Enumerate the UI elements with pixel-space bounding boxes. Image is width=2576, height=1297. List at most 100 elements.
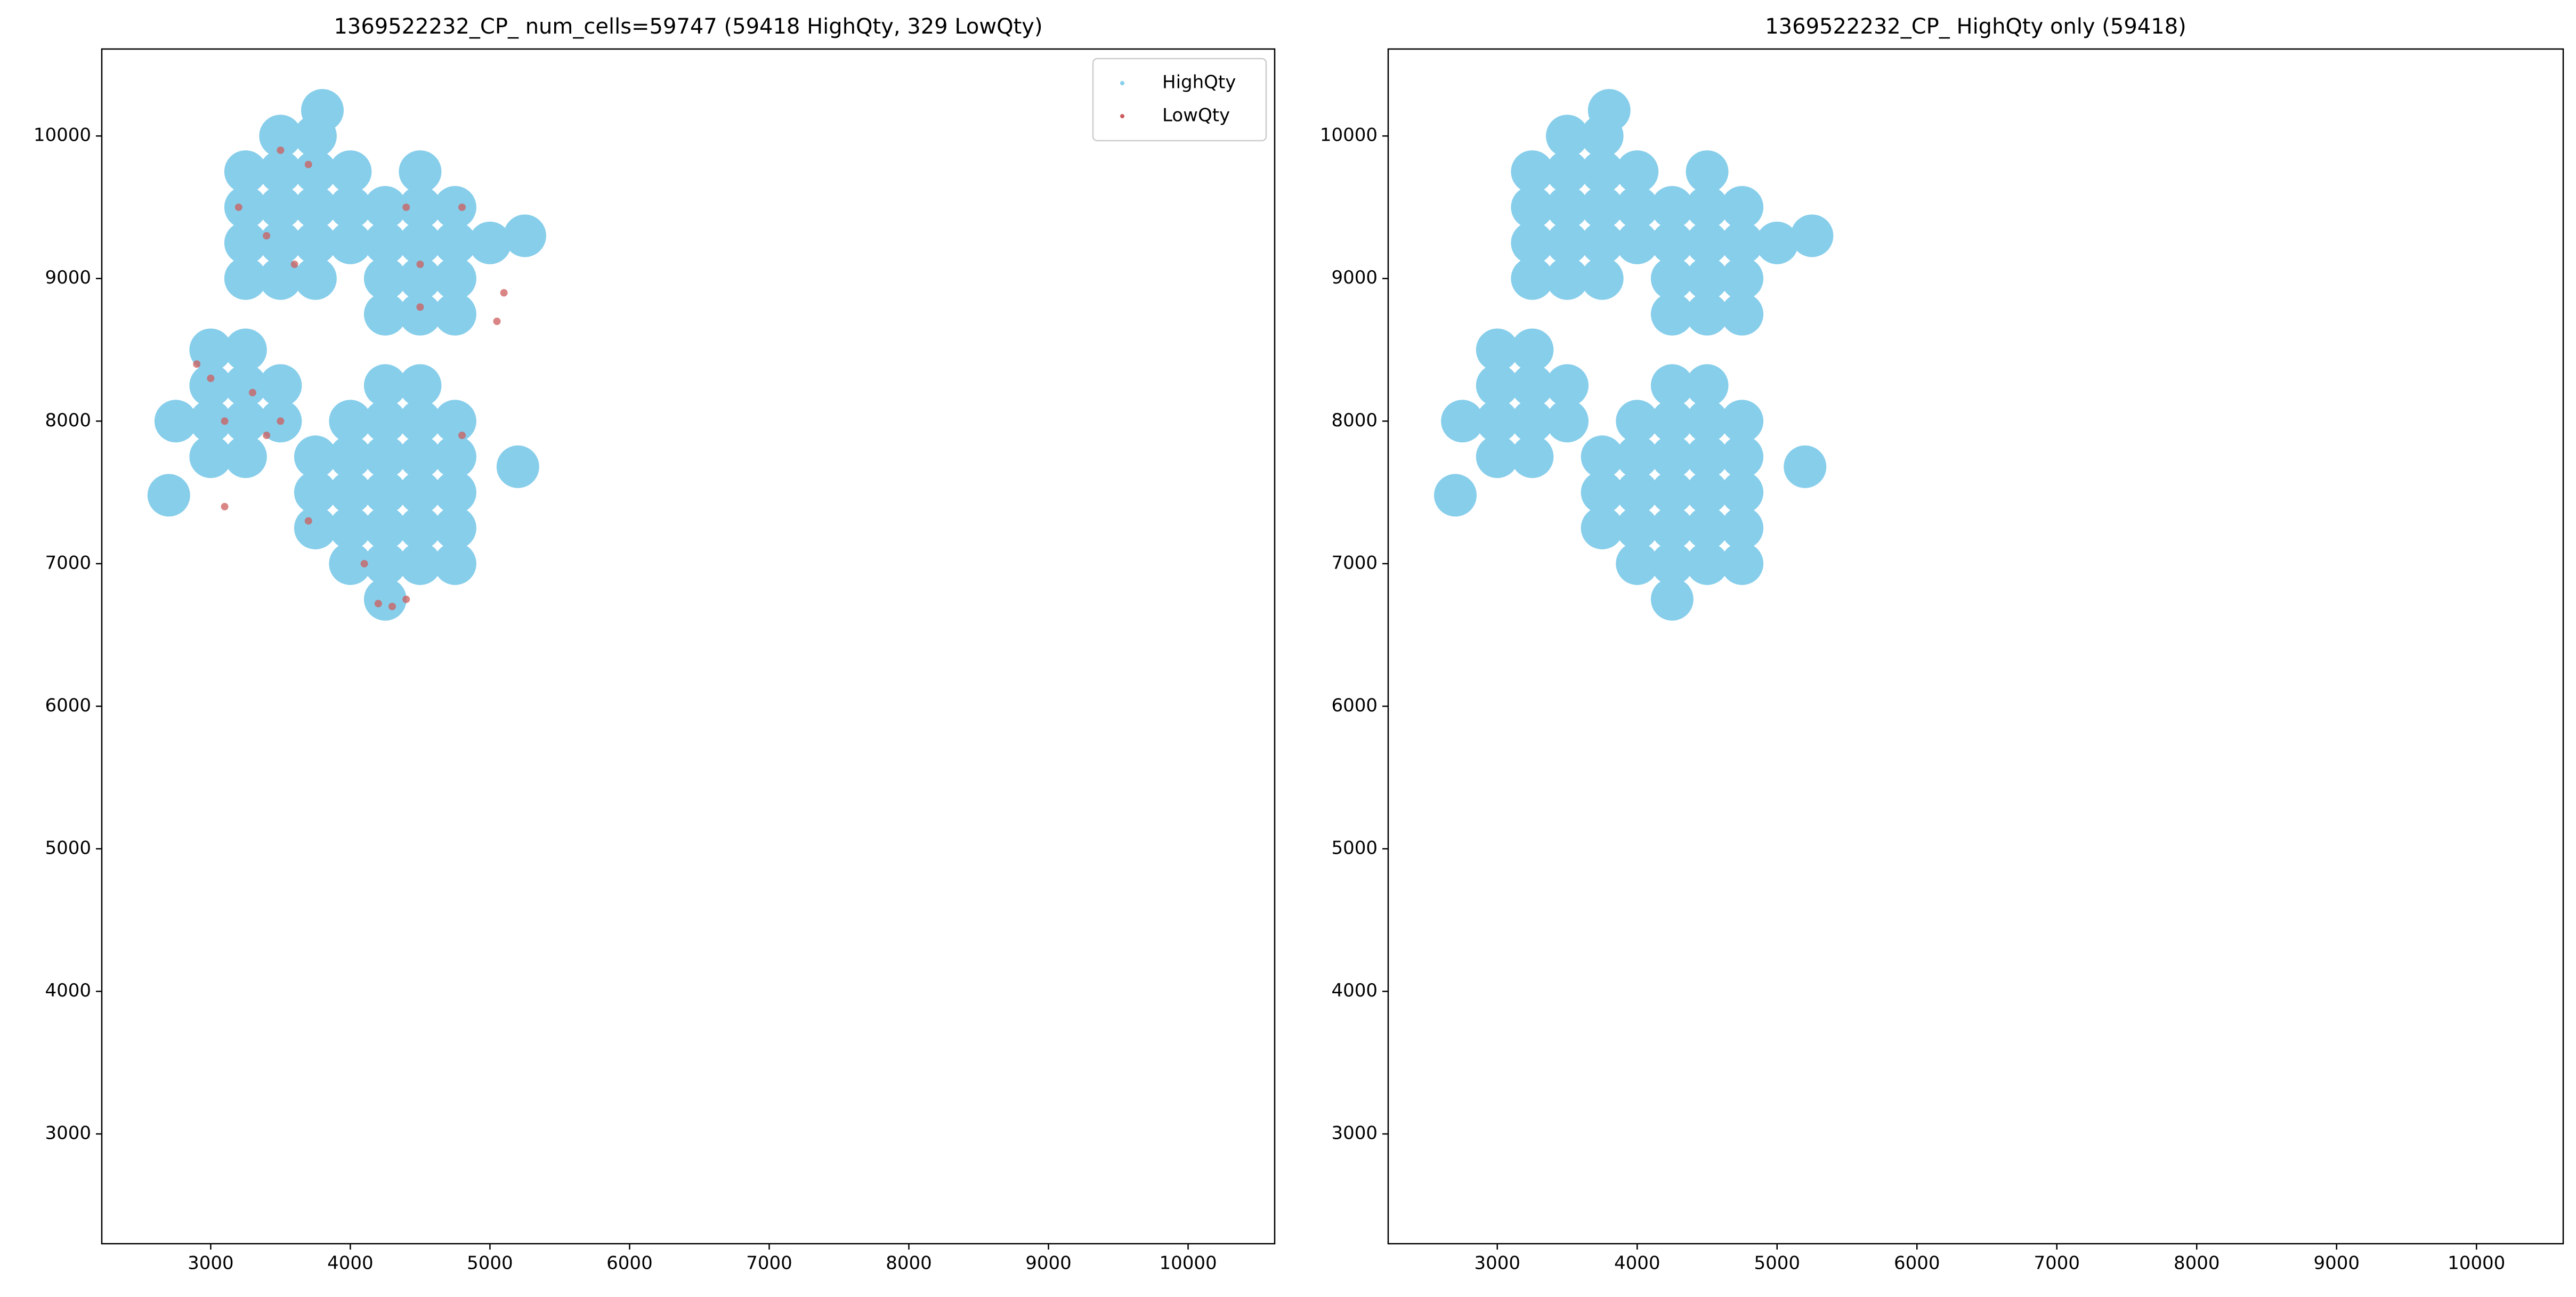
y-tick-label: 5000 [45,837,91,858]
point [259,257,302,300]
point [399,293,442,336]
axes-frame [1387,48,2564,1245]
legend-label: HighQty [1162,72,1236,93]
point [259,185,302,229]
point [458,432,466,440]
point [1721,185,1764,229]
point [1581,435,1624,479]
point [468,221,512,264]
point [1721,221,1764,264]
point [433,542,476,585]
point [1476,364,1519,407]
point [363,542,407,585]
point [363,221,407,264]
y-tick-label: 10000 [1320,125,1378,146]
point [1434,474,1477,517]
point [1721,293,1764,336]
point [1791,214,1834,257]
y-tick-label: 6000 [1331,695,1378,716]
point [1587,89,1631,132]
legend-marker [1120,114,1124,118]
point [1546,221,1589,264]
point [399,471,442,514]
point [363,578,407,621]
point [1650,257,1694,300]
point [433,221,476,264]
y-tick-label: 4000 [1331,980,1378,1001]
point [1441,400,1484,443]
point [433,471,476,514]
point [189,328,232,371]
point [263,232,271,240]
point [329,221,372,264]
point [221,417,229,425]
point [1616,542,1659,585]
point [399,364,442,407]
point [294,435,337,479]
point [1511,185,1554,229]
point [363,185,407,229]
x-tick-label: 5000 [467,1253,513,1274]
point [1650,364,1694,407]
point [1686,506,1729,549]
x-tick-label: 4000 [327,1253,374,1274]
point [416,260,424,268]
y-tick-label: 4000 [45,980,91,1001]
legend-marker [1120,81,1124,85]
point [399,400,442,443]
point [224,221,267,264]
point [363,435,407,479]
point [374,599,382,607]
point [221,502,229,510]
point [1784,445,1827,488]
point [1511,257,1554,300]
point [1721,400,1764,443]
point [493,318,501,326]
point [294,221,337,264]
point [294,471,337,514]
point [294,257,337,300]
point [458,203,466,211]
point [1511,328,1554,371]
point [363,364,407,407]
y-tick-label: 8000 [45,410,91,431]
point [248,388,256,396]
point [1511,400,1554,443]
point [224,257,267,300]
point [363,293,407,336]
point [1616,506,1659,549]
point [1546,364,1589,407]
point [207,375,215,383]
point [329,542,372,585]
point [1721,471,1764,514]
point [1581,506,1624,549]
point [259,115,302,158]
point [416,303,424,311]
x-tick-label: 6000 [606,1253,653,1274]
point [399,257,442,300]
point [189,364,232,407]
point [189,400,232,443]
y-tick-label: 7000 [1331,552,1378,573]
point [1686,221,1729,264]
point [1686,435,1729,479]
x-tick-label: 7000 [2034,1253,2080,1274]
y-tick-label: 9000 [45,267,91,288]
point [154,400,197,443]
point [1686,150,1729,193]
point [1721,435,1764,479]
point [1686,257,1729,300]
point [147,474,190,517]
point [1581,150,1624,193]
point [1616,435,1659,479]
y-tick-label: 8000 [1331,410,1378,431]
point [1546,150,1589,193]
point [1650,435,1694,479]
point [500,289,508,297]
x-tick-label: 3000 [188,1253,234,1274]
point [1616,400,1659,443]
point [304,517,312,525]
point [1686,542,1729,585]
y-tick-label: 10000 [34,125,91,146]
